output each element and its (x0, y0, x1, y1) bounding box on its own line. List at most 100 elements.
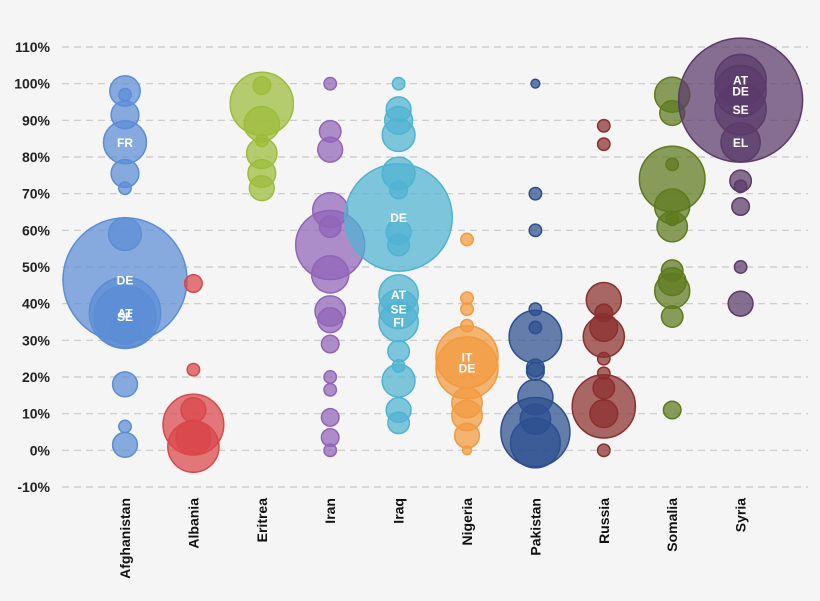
bubble-label: FI (393, 316, 404, 330)
x-axis-tick-labels: Afghanistan Albania Eritrea Iran Iraq Nigeria… (117, 498, 749, 579)
bubble-pakistan (528, 302, 543, 317)
bubble-russia (596, 351, 611, 366)
bubble-label: DE (459, 361, 476, 375)
bubble-russia (596, 366, 611, 381)
bubble-iraq (387, 233, 411, 257)
y-tick-label: 80% (22, 149, 51, 165)
y-tick-label: -10% (17, 479, 50, 495)
bubble-afghanistan (111, 431, 139, 458)
bubble-nigeria (461, 445, 473, 456)
y-axis-tick-labels: -10% 0% 10% 20% 30% 40% 50% 60% 70% 80% 90% 100% 110… (14, 39, 50, 495)
bubble-russia (596, 118, 611, 133)
bubble-russia (596, 137, 611, 152)
bubble-iraq (387, 411, 411, 435)
bubble-iraq (385, 96, 412, 123)
bubble-nigeria (453, 422, 481, 449)
bubble-syria (727, 290, 754, 317)
x-tick-label: Nigeria (459, 498, 475, 546)
bubble-iraq (389, 180, 409, 200)
bubble-pakistan (530, 78, 541, 89)
bubble-afghanistan (109, 313, 141, 346)
x-tick-label: Iraq (391, 498, 407, 524)
y-tick-label: 60% (22, 222, 51, 238)
bubble-iran (323, 443, 338, 458)
bubble-iran (323, 370, 338, 384)
bubble-pakistan (528, 186, 543, 201)
bubble-afghanistan (110, 100, 140, 130)
bubble-iran (318, 215, 342, 239)
bubble-label: SE (117, 310, 133, 324)
y-tick-label: 0% (30, 442, 51, 458)
x-tick-label: Syria (733, 498, 749, 532)
y-tick-label: 70% (22, 186, 51, 202)
bubble-russia (589, 399, 619, 429)
y-tick-label: 30% (22, 332, 51, 348)
bubble-iran (310, 254, 350, 294)
bubble-nigeria (460, 232, 474, 247)
bubble-somalia (662, 400, 682, 420)
y-tick-label: 90% (22, 112, 51, 128)
bubble-eritrea (252, 75, 272, 96)
y-tick-label: 50% (22, 259, 51, 275)
bubble-iran (320, 334, 340, 354)
bubbles (62, 37, 804, 473)
bubble-syria (731, 196, 751, 217)
bubble-nigeria (460, 302, 474, 317)
bubble-iran (323, 76, 338, 91)
bubble-afghanistan (118, 87, 132, 102)
y-tick-label: 10% (22, 406, 51, 422)
bubble-label: IT (462, 350, 473, 364)
y-tick-label: 100% (14, 76, 50, 92)
bubble-pakistan (525, 361, 545, 382)
bubble-afghanistan (107, 216, 143, 252)
y-tick-label: 40% (22, 296, 51, 312)
x-tick-label: Afghanistan (117, 498, 133, 579)
x-tick-label: Eritrea (254, 498, 270, 543)
bubble-somalia (660, 259, 684, 283)
bubble-label: DE (390, 211, 407, 225)
bubble-pakistan (519, 403, 552, 436)
y-tick-label: 20% (22, 369, 51, 385)
bubble-iraq (391, 76, 406, 91)
bubble-somalia (660, 305, 684, 328)
bubble-albania (175, 419, 212, 456)
bubble-label: DE (117, 273, 134, 287)
bubble-iraq (387, 339, 411, 363)
bubble-afghanistan (111, 371, 139, 398)
bubble-label: AT (117, 306, 133, 320)
bubble-russia (592, 376, 616, 400)
x-tick-label: Iran (322, 498, 338, 524)
bubble-afghanistan (118, 419, 132, 434)
bubble-label: AT (733, 74, 749, 88)
bubble-syria (720, 121, 761, 163)
bubble-albania (183, 273, 203, 294)
bubble-albania (186, 362, 201, 377)
bubble-syria (733, 260, 748, 274)
bubble-label: AT (391, 288, 407, 302)
bubble-somalia (665, 212, 680, 227)
bubble-eritrea (254, 133, 269, 148)
bubble-label: EL (733, 136, 748, 150)
bubble-russia (594, 303, 614, 323)
bubble-pakistan (508, 309, 563, 364)
bubble-albania (180, 396, 207, 424)
bubble-nigeria (460, 318, 474, 333)
bubble-label: SE (391, 303, 407, 317)
x-tick-label: Russia (596, 498, 612, 544)
x-tick-label: Albania (185, 498, 201, 549)
bubble-pakistan (528, 223, 543, 238)
y-tick-label: 110% (15, 39, 51, 55)
bubble-iran (320, 407, 340, 427)
bubble-pakistan (528, 320, 543, 335)
bubble-syria (733, 179, 748, 194)
bubble-iraq (391, 359, 406, 373)
bubble-label: FR (117, 136, 133, 150)
bubble-iran (318, 119, 342, 143)
bubble-somalia (665, 157, 680, 172)
x-tick-label: Somalia (664, 498, 680, 552)
bubble-afghanistan (118, 181, 132, 196)
bubble-somalia (656, 210, 689, 243)
bubble-eritrea (248, 175, 275, 202)
